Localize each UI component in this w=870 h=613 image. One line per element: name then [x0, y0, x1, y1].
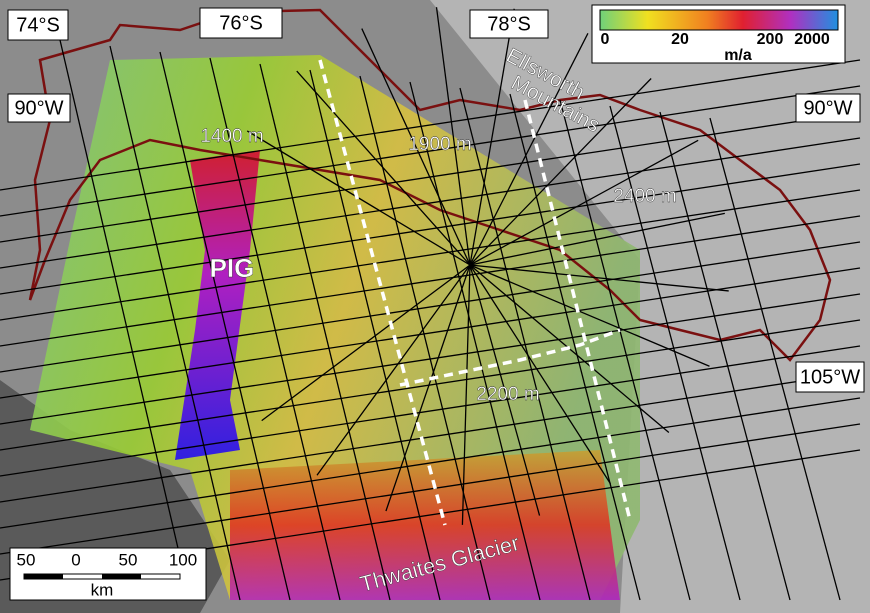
elevation-label: 2400 m: [613, 186, 676, 207]
scale-unit: km: [91, 580, 114, 599]
latitude-label: 74°S: [16, 14, 60, 36]
elevation-label: 1900 m: [408, 134, 471, 155]
scale-tick-label: 50: [119, 550, 138, 569]
region-label: PIG: [210, 253, 255, 283]
elevation-label: 1400 m: [200, 126, 263, 147]
longitude-label: 90°W: [803, 97, 852, 119]
latitude-label: 76°S: [219, 12, 263, 34]
colorbar-tick-label: 0: [601, 31, 610, 48]
elevation-label: 2200 m: [476, 384, 539, 405]
scale-tick-label: 100: [169, 550, 197, 569]
colorbar: [600, 10, 838, 30]
scale-bar-segment: [102, 574, 141, 579]
scale-tick-label: 50: [17, 550, 36, 569]
page: {"labels": { "latitudes": ["74°S", "76°S…: [0, 0, 870, 613]
map: 74°S 76°S 78°S 90°W 90°W 105°W 1400 m 19…: [0, 0, 870, 613]
longitude-label: 90°W: [14, 97, 63, 119]
scale-tick-label: 0: [71, 550, 80, 569]
colorbar-unit: m/a: [724, 47, 752, 64]
longitude-label: 105°W: [800, 366, 860, 388]
colorbar-tick-label: 200: [757, 31, 784, 48]
latitude-label: 78°S: [487, 13, 531, 35]
colorbar-tick-label: 20: [671, 31, 689, 48]
colorbar-tick-label: 2000: [794, 31, 830, 48]
scale-bar-segment: [24, 574, 63, 579]
